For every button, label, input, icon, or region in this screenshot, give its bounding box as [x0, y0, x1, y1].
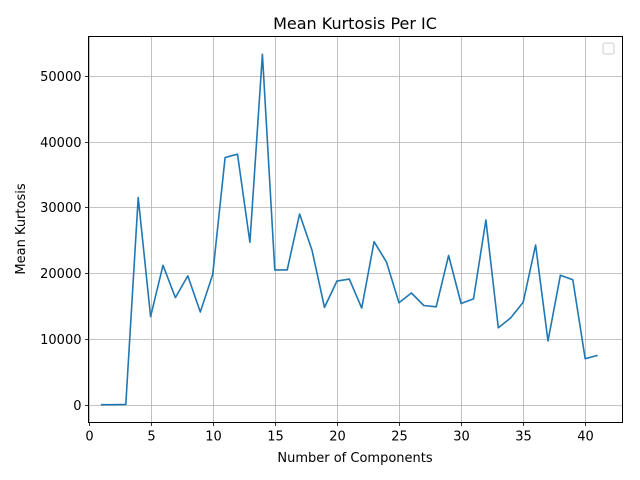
x-tick-label: 25 [391, 430, 408, 445]
x-tick-label: 10 [205, 430, 222, 445]
x-tick-label: 30 [453, 430, 470, 445]
chart-title: Mean Kurtosis Per IC [273, 14, 437, 33]
y-axis-label: Mean Kurtosis [14, 183, 29, 274]
plot-frame [88, 36, 623, 423]
y-tick-label: 30000 [40, 201, 81, 216]
y-tick-label: 20000 [40, 267, 81, 282]
x-ticks: 0 5 10 15 20 25 30 35 40 [85, 422, 594, 445]
y-tick-label: 40000 [40, 136, 81, 151]
x-tick-label: 40 [577, 430, 594, 445]
x-tick-label: 20 [329, 430, 346, 445]
x-tick-label: 0 [85, 430, 93, 445]
y-tick-label: 0 [73, 399, 81, 414]
y-ticks: 0 10000 20000 30000 40000 50000 [40, 70, 89, 414]
x-axis-label: Number of Components [277, 451, 432, 466]
y-tick-label: 10000 [40, 333, 81, 348]
x-tick-label: 35 [515, 430, 532, 445]
legend [602, 42, 615, 55]
x-tick-label: 15 [267, 430, 284, 445]
y-tick-label: 50000 [40, 70, 81, 85]
grid [88, 36, 623, 423]
series-line [100, 53, 598, 406]
x-tick-label: 5 [147, 430, 155, 445]
